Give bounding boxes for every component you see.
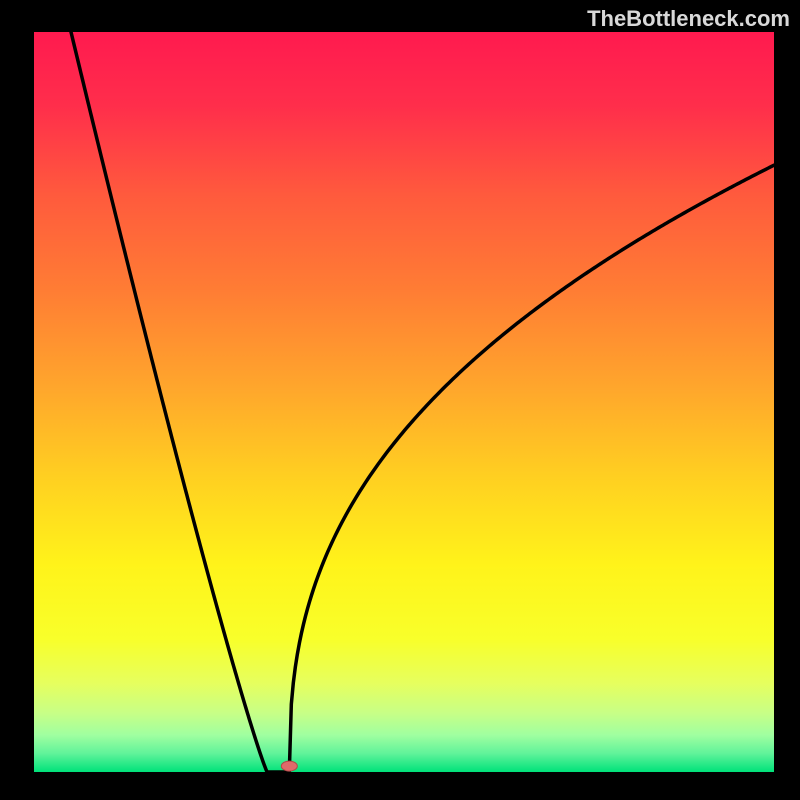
watermark-label: TheBottleneck.com [587,6,790,32]
chart-container [34,32,774,772]
chart-background [34,32,774,772]
minimum-marker [281,761,297,771]
bottleneck-curve-chart [34,32,774,772]
